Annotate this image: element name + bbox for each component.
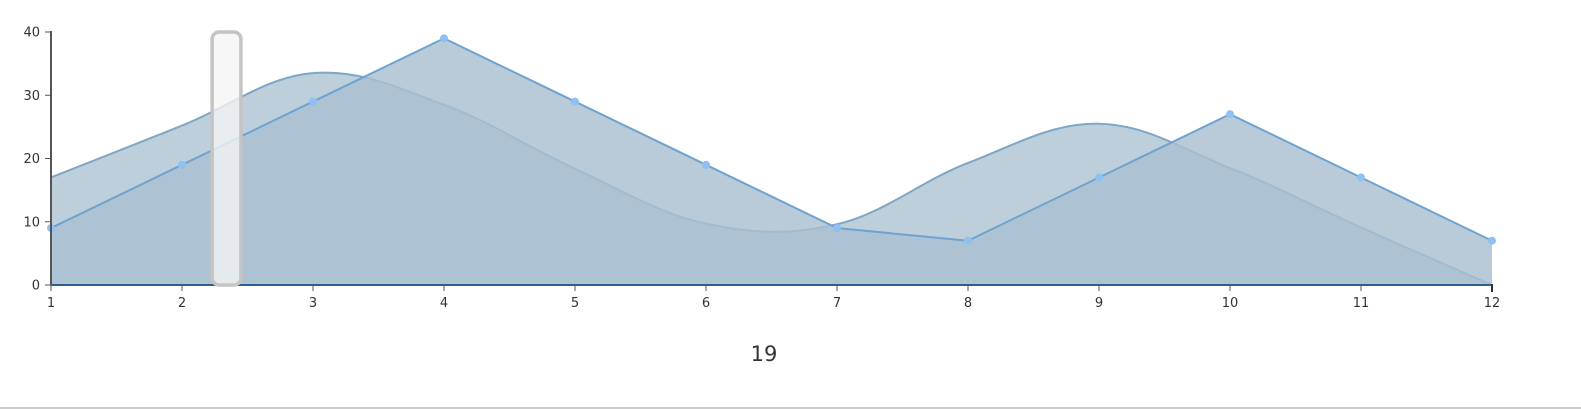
series-2-point-2 [178, 160, 186, 169]
x-tick-label-10: 10 [1222, 296, 1239, 311]
y-tick-label-0: 0 [32, 279, 40, 294]
series-2-point-9 [1095, 173, 1103, 182]
x-tick-label-2: 2 [178, 296, 186, 311]
y-tick-label-30: 30 [23, 89, 40, 104]
bottom-divider [0, 407, 1581, 409]
x-tick-label-11: 11 [1353, 296, 1370, 311]
x-tick-label-7: 7 [833, 296, 841, 311]
series-2-point-5 [571, 97, 579, 106]
y-tick-label-20: 20 [23, 152, 40, 167]
series-2-point-6 [702, 160, 710, 169]
x-tick-label-6: 6 [702, 296, 710, 311]
x-tick-label-4: 4 [440, 296, 448, 311]
series-2-line [50, 37, 1493, 242]
series-2-point-8 [964, 236, 972, 245]
series-2-point-7 [833, 224, 841, 233]
series-2-point-10 [1226, 110, 1234, 119]
x-tick-label-5: 5 [571, 296, 579, 311]
x-tick-label-1: 1 [47, 296, 55, 311]
x-tick-label-12: 12 [1484, 296, 1501, 311]
brush-layer[interactable] [210, 30, 243, 287]
value-readout: 19 [750, 342, 778, 366]
y-tick-label-10: 10 [23, 215, 40, 230]
y-tick-label-40: 40 [23, 26, 40, 41]
x-tick-label-9: 9 [1095, 296, 1103, 311]
series-2-point-3 [309, 97, 317, 106]
markers-layer [47, 34, 1496, 245]
series-2-point-4 [440, 34, 448, 43]
areas-layer [50, 37, 1493, 286]
series-2-point-11 [1357, 173, 1365, 182]
series-2-area [51, 38, 1492, 285]
x-tick-label-3: 3 [309, 296, 317, 311]
series-2-point-12 [1488, 236, 1496, 245]
brush-handle[interactable] [210, 30, 243, 287]
x-tick-label-8: 8 [964, 296, 972, 311]
